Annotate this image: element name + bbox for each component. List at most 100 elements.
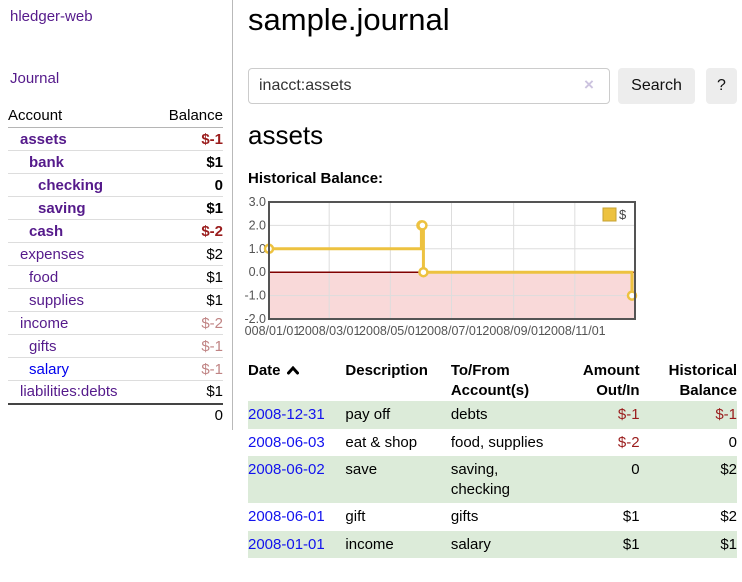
accounts-table: Account Balance assets $-1 bank $1 checking 0… bbox=[8, 104, 223, 427]
account-balance: 0 bbox=[151, 173, 223, 197]
accounts-total-row: 0 bbox=[8, 402, 223, 427]
transaction-balance: $1 bbox=[720, 535, 737, 553]
sidebar-account-link[interactable]: gifts bbox=[29, 337, 57, 355]
transaction-row: 2008-06-03 eat & shop food, supplies $-2 0 bbox=[248, 429, 737, 457]
sidebar-account-link[interactable]: liabilities:debts bbox=[20, 383, 118, 401]
account-balance: $-1 bbox=[151, 357, 223, 381]
svg-text:2008/09/01: 2008/09/01 bbox=[482, 324, 545, 338]
chart-title: Historical Balance: bbox=[248, 170, 384, 187]
account-balance: $1 bbox=[151, 380, 223, 404]
sidebar-account-link[interactable]: supplies bbox=[29, 291, 85, 309]
account-balance: $2 bbox=[151, 242, 223, 266]
transaction-balance: $-1 bbox=[715, 406, 737, 423]
transaction-description: pay off bbox=[345, 406, 391, 423]
account-row: liabilities:debts $1 bbox=[8, 380, 223, 404]
account-heading: assets bbox=[248, 120, 324, 150]
account-row: cash $-2 bbox=[8, 219, 223, 243]
main-content: sample.journal × Search ? assets Histori… bbox=[238, 0, 737, 582]
account-row: salary $-1 bbox=[8, 357, 223, 381]
transaction-description: eat & shop bbox=[345, 433, 418, 451]
clear-search-icon[interactable]: × bbox=[584, 75, 594, 94]
transaction-amount: 0 bbox=[631, 461, 640, 478]
transaction-date-link[interactable]: 2008-12-31 bbox=[248, 406, 325, 423]
svg-text:$: $ bbox=[619, 207, 627, 222]
register-table: Date Description To/From Account(s) Amou… bbox=[248, 360, 737, 558]
transaction-balance: 0 bbox=[728, 433, 737, 451]
svg-text:2008/01/01: 2008/01/01 bbox=[245, 324, 300, 338]
sidebar-account-link[interactable]: checking bbox=[38, 176, 104, 194]
transaction-description: save bbox=[345, 461, 378, 478]
svg-text:2.0: 2.0 bbox=[249, 218, 266, 232]
account-balance: $-1 bbox=[151, 334, 223, 358]
transaction-accounts: debts bbox=[450, 406, 488, 423]
transaction-accounts: gifts bbox=[450, 508, 479, 525]
accounts-header-account: Account bbox=[8, 104, 152, 128]
account-row: food $1 bbox=[8, 265, 223, 289]
search-form: × Search ? bbox=[248, 68, 737, 104]
transaction-date-link[interactable]: 2008-01-01 bbox=[248, 535, 325, 553]
account-balance: $1 bbox=[151, 150, 223, 174]
page-title: sample.journal bbox=[248, 2, 450, 37]
svg-text:1.0: 1.0 bbox=[249, 242, 266, 256]
account-row: bank $1 bbox=[8, 150, 223, 174]
account-balance: $-1 bbox=[151, 127, 223, 151]
transaction-accounts: salary bbox=[450, 535, 491, 553]
account-balance: $-2 bbox=[151, 219, 223, 243]
sidebar-account-link[interactable]: bank bbox=[29, 153, 65, 171]
account-row: supplies $1 bbox=[8, 288, 223, 312]
sidebar-account-link[interactable]: assets bbox=[20, 130, 67, 148]
svg-text:2008/07/01: 2008/07/01 bbox=[420, 324, 483, 338]
register-header-accounts: To/From Account(s) bbox=[450, 362, 530, 399]
search-button[interactable]: Search bbox=[618, 68, 695, 104]
sidebar-account-link[interactable]: food bbox=[29, 268, 59, 286]
svg-text:-2.0: -2.0 bbox=[245, 312, 266, 326]
help-button[interactable]: ? bbox=[706, 68, 737, 104]
account-row: income $-2 bbox=[8, 311, 223, 335]
svg-text:2008/05/01: 2008/05/01 bbox=[359, 324, 422, 338]
transaction-balance: $2 bbox=[720, 461, 737, 478]
transaction-date-link[interactable]: 2008-06-01 bbox=[248, 508, 325, 525]
account-row: checking 0 bbox=[8, 173, 223, 197]
transaction-balance: $2 bbox=[720, 508, 737, 525]
transaction-amount: $1 bbox=[622, 508, 640, 525]
svg-text:2008/11/01: 2008/11/01 bbox=[544, 324, 606, 338]
sidebar-account-link[interactable]: cash bbox=[29, 222, 64, 240]
transaction-description: income bbox=[345, 535, 394, 553]
account-balance: $1 bbox=[151, 288, 223, 312]
transaction-row: 2008-12-31 pay off debts $-1 $-1 bbox=[248, 401, 737, 429]
accounts-total-value: 0 bbox=[151, 402, 223, 427]
account-balance: $1 bbox=[151, 265, 223, 289]
register-header-amount: Amount Out/In bbox=[582, 362, 640, 399]
accounts-header-balance: Balance bbox=[151, 104, 223, 128]
sidebar-account-link[interactable]: income bbox=[20, 314, 69, 332]
account-balance: $1 bbox=[151, 196, 223, 220]
account-row: expenses $2 bbox=[8, 242, 223, 266]
transaction-row: 2008-06-02 save saving, checking 0 $2 bbox=[248, 456, 737, 503]
account-row: saving $1 bbox=[8, 196, 223, 220]
transaction-amount: $-2 bbox=[617, 433, 640, 451]
sidebar-account-link[interactable]: expenses bbox=[20, 245, 85, 263]
account-balance: $-2 bbox=[151, 311, 223, 335]
transaction-date-link[interactable]: 2008-06-02 bbox=[248, 461, 325, 478]
app-brand-link[interactable]: hledger-web bbox=[10, 8, 93, 25]
transaction-accounts: food, supplies bbox=[450, 433, 544, 451]
historical-balance-chart: 2008/01/012008/03/012008/05/012008/07/01… bbox=[238, 195, 645, 346]
svg-text:3.0: 3.0 bbox=[249, 196, 266, 209]
search-input[interactable] bbox=[248, 68, 610, 104]
transaction-amount: $-1 bbox=[617, 406, 640, 423]
transaction-date-link[interactable]: 2008-06-03 bbox=[248, 433, 325, 451]
account-row: assets $-1 bbox=[8, 127, 223, 151]
transaction-accounts: saving, checking bbox=[450, 461, 511, 498]
transaction-description: gift bbox=[345, 508, 366, 525]
sidebar-account-link[interactable]: saving bbox=[38, 199, 86, 217]
register-header-row: Date Description To/From Account(s) Amou… bbox=[248, 360, 737, 401]
transaction-amount: $1 bbox=[622, 535, 640, 553]
transaction-row: 2008-01-01 income salary $1 $1 bbox=[248, 530, 737, 558]
svg-text:2008/03/01: 2008/03/01 bbox=[298, 324, 361, 338]
sidebar-account-link[interactable]: salary bbox=[29, 360, 70, 378]
transaction-row: 2008-06-01 gift gifts $1 $2 bbox=[248, 503, 737, 531]
register-header-date[interactable]: Date bbox=[248, 360, 345, 401]
svg-text:-1.0: -1.0 bbox=[245, 289, 266, 303]
sidebar-item-journal[interactable]: Journal bbox=[10, 70, 60, 87]
register-header-balance: Historical Balance bbox=[668, 362, 737, 399]
